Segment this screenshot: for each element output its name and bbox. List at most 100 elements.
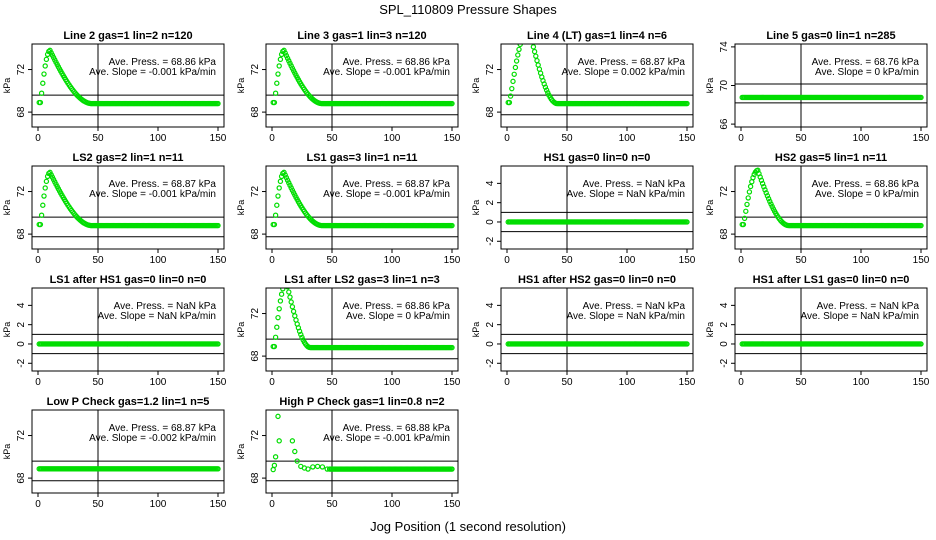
- annotation-pressure: Ave. Press. = NaN kPa: [817, 301, 920, 312]
- data-point: [743, 208, 749, 214]
- panel-title: HS2 gas=5 lin=1 n=11: [775, 152, 887, 164]
- x-tick-label: 150: [679, 377, 696, 388]
- data-point: [275, 413, 281, 420]
- x-tick-label: 50: [795, 377, 807, 388]
- y-axis-label: kPa: [236, 322, 246, 338]
- y-tick-label: 0: [485, 219, 496, 225]
- y-tick-label: 68: [16, 472, 27, 484]
- x-tick-label: 150: [444, 377, 461, 388]
- plot-frame: [265, 165, 459, 250]
- plot-area: [501, 31, 693, 127]
- data-point: [515, 52, 521, 58]
- y-tick-label: 72: [250, 308, 261, 320]
- data-point: [512, 64, 519, 71]
- data-point: [507, 93, 514, 99]
- annotation-slope: Ave. Slope = NaN kPa/min: [567, 189, 686, 200]
- data-point: [763, 190, 769, 196]
- plot-frame: [734, 165, 928, 250]
- y-tick-label: 72: [250, 186, 261, 198]
- annotation-slope: Ave. Slope = NaN kPa/min: [801, 311, 920, 322]
- data-point: [277, 298, 284, 304]
- y-tick-label: 0: [719, 341, 730, 347]
- data-point: [275, 71, 281, 77]
- x-tick-label: 0: [504, 255, 510, 266]
- annotation-pressure: Ave. Press. = 68.87 kPa: [578, 57, 686, 68]
- data-point: [281, 47, 287, 54]
- data-point: [276, 63, 282, 69]
- y-tick-label: 2: [485, 321, 496, 327]
- data-point: [521, 34, 525, 38]
- data-point: [305, 466, 311, 472]
- data-point: [281, 169, 287, 176]
- y-tick-label: 68: [250, 350, 261, 362]
- data-point: [42, 63, 48, 69]
- x-tick-label: 100: [384, 499, 401, 510]
- data-point: [449, 222, 455, 229]
- x-tick-label: 50: [326, 377, 338, 388]
- y-tick-label: 68: [250, 472, 261, 484]
- y-tick-label: 72: [250, 430, 261, 442]
- data-point: [271, 99, 278, 106]
- y-axis-label: kPa: [705, 322, 715, 338]
- plot-area: [266, 410, 458, 493]
- plot-frame: [265, 409, 459, 494]
- plot-frame: [31, 409, 225, 494]
- data-point: [289, 438, 296, 444]
- data-point: [290, 308, 297, 315]
- data-point: [535, 62, 541, 68]
- x-tick-label: 150: [913, 377, 930, 388]
- data-point: [287, 294, 293, 300]
- x-tick-label: 50: [326, 133, 338, 144]
- panel-title: HS1 after HS2 gas=0 lin=0 n=0: [518, 274, 676, 286]
- y-axis-label: kPa: [471, 78, 481, 94]
- data-point: [276, 306, 282, 312]
- x-tick-label: 50: [561, 377, 573, 388]
- data-point: [534, 57, 540, 64]
- y-tick-label: 4: [719, 302, 730, 308]
- x-tick-label: 150: [210, 499, 227, 510]
- panel-14: 0 50 100 150 68 72 kPa High P Check gas=1 lin=0…: [236, 396, 461, 510]
- data-point: [522, 31, 526, 35]
- x-tick-label: 0: [738, 377, 744, 388]
- y-tick-label: 0: [16, 341, 27, 347]
- annotation-slope: Ave. Slope = 0.002 kPa/min: [561, 67, 685, 78]
- data-point: [40, 80, 46, 86]
- data-point: [314, 463, 321, 470]
- panel-title: HS1 after LS1 gas=0 lin=0 n=0: [753, 274, 910, 286]
- data-point: [289, 304, 296, 310]
- y-tick-label: 2: [719, 321, 730, 327]
- y-tick-label: -2: [16, 358, 27, 367]
- x-tick-label: 50: [92, 133, 104, 144]
- panel-title: LS1 after LS2 gas=3 lin=1 n=3: [284, 274, 440, 286]
- data-point: [319, 464, 326, 470]
- x-tick-label: 50: [92, 499, 104, 510]
- plot-frame: [31, 287, 225, 372]
- annotation-slope: Ave. Slope = NaN kPa/min: [98, 311, 217, 322]
- plot-frame: [734, 287, 928, 372]
- plot-area: [32, 44, 224, 127]
- x-tick-label: 100: [853, 133, 870, 144]
- annotation-pressure: Ave. Press. = 68.86 kPa: [343, 301, 451, 312]
- y-axis-label: kPa: [236, 78, 246, 94]
- data-point: [275, 193, 281, 199]
- data-point: [284, 177, 291, 183]
- x-tick-label: 100: [150, 255, 167, 266]
- plot-frame: [500, 287, 694, 372]
- data-point: [519, 38, 523, 42]
- y-axis-label: kPa: [236, 444, 246, 460]
- data-point: [274, 324, 280, 330]
- x-tick-label: 0: [35, 377, 41, 388]
- x-tick-label: 0: [269, 133, 275, 144]
- data-point: [516, 46, 522, 53]
- data-point: [43, 178, 50, 185]
- x-tick-label: 100: [384, 377, 401, 388]
- y-tick-label: 72: [485, 64, 496, 76]
- x-tick-label: 150: [210, 133, 227, 144]
- data-point: [270, 466, 276, 473]
- data-point: [272, 90, 279, 96]
- y-tick-label: 68: [485, 106, 496, 118]
- x-tick-label: 50: [561, 133, 573, 144]
- data-point: [918, 222, 924, 229]
- annotation-pressure: Ave. Press. = NaN kPa: [583, 179, 686, 190]
- data-point: [271, 221, 278, 228]
